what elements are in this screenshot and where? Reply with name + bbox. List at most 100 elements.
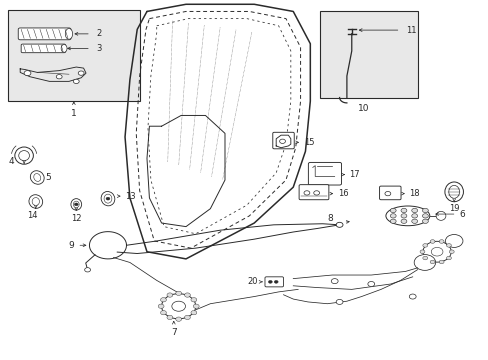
Circle shape	[268, 280, 272, 283]
Ellipse shape	[29, 195, 42, 208]
Ellipse shape	[65, 28, 73, 39]
Circle shape	[78, 71, 84, 75]
FancyBboxPatch shape	[308, 162, 341, 185]
Text: 3: 3	[97, 44, 102, 53]
Circle shape	[389, 214, 395, 218]
Text: 19: 19	[448, 204, 459, 213]
Circle shape	[274, 280, 278, 283]
Circle shape	[193, 304, 199, 309]
FancyBboxPatch shape	[159, 292, 198, 320]
Ellipse shape	[161, 294, 195, 319]
Text: 4: 4	[9, 157, 14, 166]
Text: 7: 7	[171, 328, 176, 337]
Text: 17: 17	[348, 170, 359, 179]
FancyBboxPatch shape	[264, 277, 283, 287]
Circle shape	[411, 219, 417, 224]
Circle shape	[73, 79, 79, 84]
Circle shape	[160, 298, 166, 302]
Bar	[8, 10, 140, 101]
Circle shape	[422, 244, 427, 247]
Circle shape	[429, 260, 434, 264]
Text: 20: 20	[246, 277, 257, 286]
Circle shape	[438, 240, 443, 243]
Text: 18: 18	[408, 189, 419, 198]
Circle shape	[430, 247, 442, 256]
Circle shape	[335, 222, 342, 227]
Circle shape	[175, 291, 181, 296]
Ellipse shape	[71, 199, 81, 210]
Ellipse shape	[73, 201, 79, 208]
Text: 2: 2	[97, 30, 102, 39]
Circle shape	[419, 250, 424, 253]
Text: 16: 16	[337, 189, 347, 198]
Ellipse shape	[61, 44, 67, 52]
Circle shape	[446, 256, 450, 260]
FancyBboxPatch shape	[379, 186, 400, 200]
Circle shape	[190, 311, 196, 315]
Text: 5: 5	[45, 173, 51, 182]
Circle shape	[429, 240, 434, 243]
Circle shape	[313, 191, 319, 195]
Circle shape	[422, 219, 427, 224]
Circle shape	[411, 214, 417, 218]
Circle shape	[448, 250, 453, 253]
Circle shape	[304, 191, 309, 195]
Circle shape	[166, 293, 172, 297]
Ellipse shape	[19, 150, 29, 161]
Circle shape	[389, 208, 395, 213]
Circle shape	[74, 203, 78, 206]
Circle shape	[84, 267, 90, 272]
Circle shape	[56, 75, 62, 79]
Text: 15: 15	[304, 138, 314, 147]
Circle shape	[158, 304, 163, 309]
FancyBboxPatch shape	[272, 132, 294, 149]
Text: 10: 10	[358, 104, 369, 113]
Circle shape	[422, 256, 427, 260]
Circle shape	[160, 311, 166, 315]
Ellipse shape	[422, 241, 450, 262]
Ellipse shape	[15, 147, 33, 164]
Circle shape	[400, 214, 406, 218]
Circle shape	[171, 301, 185, 311]
Ellipse shape	[104, 194, 112, 203]
Circle shape	[408, 294, 415, 299]
FancyBboxPatch shape	[21, 44, 65, 53]
Circle shape	[400, 219, 406, 224]
Text: 9: 9	[68, 241, 74, 250]
Circle shape	[106, 197, 110, 200]
Ellipse shape	[448, 185, 459, 198]
Ellipse shape	[101, 192, 115, 206]
FancyBboxPatch shape	[299, 185, 328, 200]
Circle shape	[389, 219, 395, 224]
Ellipse shape	[435, 211, 445, 220]
Text: 8: 8	[327, 214, 332, 223]
FancyBboxPatch shape	[18, 28, 71, 40]
Circle shape	[446, 244, 450, 247]
Text: 12: 12	[71, 214, 81, 223]
Text: 6: 6	[458, 210, 464, 219]
Circle shape	[190, 298, 196, 302]
Circle shape	[422, 208, 427, 213]
Ellipse shape	[385, 206, 429, 226]
Circle shape	[400, 208, 406, 213]
Text: 11: 11	[406, 26, 416, 35]
Circle shape	[422, 214, 427, 218]
Circle shape	[411, 208, 417, 213]
Circle shape	[445, 234, 462, 247]
Text: 13: 13	[125, 192, 135, 201]
Circle shape	[175, 317, 181, 321]
Circle shape	[24, 71, 31, 76]
Text: 1: 1	[71, 109, 77, 118]
Ellipse shape	[444, 182, 463, 202]
Ellipse shape	[34, 174, 41, 181]
Circle shape	[166, 315, 172, 320]
Circle shape	[335, 300, 342, 305]
Circle shape	[279, 139, 285, 143]
Text: 14: 14	[27, 211, 38, 220]
Bar	[320, 12, 417, 98]
Circle shape	[330, 279, 337, 284]
Circle shape	[184, 315, 190, 320]
Ellipse shape	[32, 198, 40, 206]
Circle shape	[413, 255, 435, 270]
Circle shape	[384, 192, 390, 196]
